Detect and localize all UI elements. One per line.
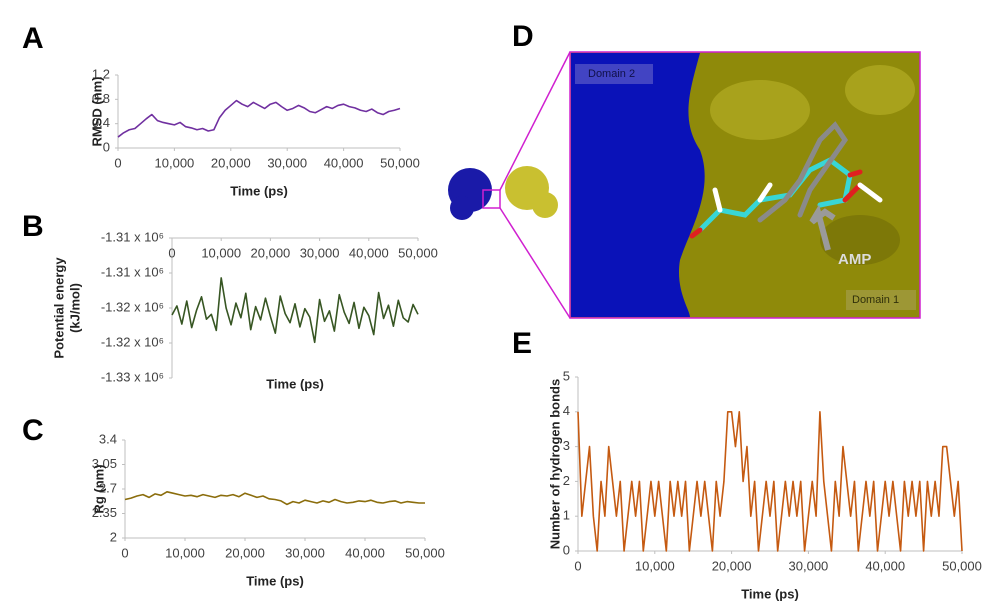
panel-label: C [22,414,44,447]
panel-label: A [22,22,44,55]
y-tick-label: 2.35 [92,505,117,520]
y-tick-label: 1 [563,508,570,523]
x-tick-label: 0 [114,155,121,170]
label-box [846,290,916,310]
y-tick-label: 4 [563,403,570,418]
x-tick-label: 50,000 [380,155,420,170]
y-axis-label: Rg (nm) [91,464,106,513]
ligand-sticks [689,121,883,239]
y-tick-label: -1.31 x 10⁶ [101,229,164,244]
x-axis-label: Time (ps) [266,376,324,391]
x-tick-label: 0 [121,545,128,560]
y-tick-label: -1.33 x 10⁶ [101,369,164,384]
zoom-line [499,51,571,191]
surface-highlight [845,65,915,115]
panel-label: B [22,210,44,243]
x-tick-label: 10,000 [155,155,195,170]
domain-1-small [532,192,558,218]
panel-label: D [512,20,534,53]
x-tick-label: 20,000 [712,558,752,573]
x-axis-label: Time (ps) [246,573,304,588]
data-line [124,491,425,506]
y-tick-label: 2 [110,529,117,544]
x-tick-label: 10,000 [165,545,205,560]
x-tick-label: 30,000 [285,545,325,560]
y-axis-label: (kJ/mol) [67,283,82,333]
x-tick-label: 40,000 [865,558,905,573]
domain-2-surface [571,53,705,317]
surface-shadow [820,215,900,265]
x-tick-label: 40,000 [324,155,364,170]
x-axis-label: Time (ps) [741,586,799,601]
x-tick-label: 50,000 [405,545,445,560]
x-axis-label: Time (ps) [230,183,288,198]
y-tick-label: -1.32 x 10⁶ [101,334,164,349]
domain-1-label: Domain 1 [852,294,899,306]
x-tick-label: 10,000 [635,558,675,573]
x-tick-label: 30,000 [789,558,829,573]
y-tick-label: -1.32 x 10⁶ [101,299,164,314]
label-box [575,64,653,84]
surface-highlight [710,80,810,140]
y-tick-label: 2 [563,473,570,488]
structure-illustration: Domain 2 AMP Domain 1 [448,51,921,319]
y-tick-label: 0 [103,139,110,154]
x-tick-label: 40,000 [345,545,385,560]
panel-label: E [512,327,532,360]
x-tick-label: 50,000 [398,245,438,260]
zoom-line [499,207,571,319]
data-line [171,277,419,344]
x-tick-label: 10,000 [201,245,241,260]
y-tick-label: 1.2 [92,66,110,81]
y-axis-label: RMSD (nm) [89,76,104,146]
amp-label: AMP [838,251,871,268]
y-tick-label: 2.7 [99,480,117,495]
y-axis-label: Number of hydrogen bonds [547,379,562,549]
y-tick-label: 0.8 [92,91,110,106]
y-tick-label: 5 [563,368,570,383]
y-tick-label: 3.05 [92,456,117,471]
zoom-box [482,189,501,209]
x-tick-label: 20,000 [211,155,251,170]
x-tick-label: 30,000 [300,245,340,260]
y-tick-label: -1.31 x 10⁶ [101,264,164,279]
y-tick-label: 3.4 [99,431,117,446]
y-tick-label: 0 [563,542,570,557]
x-tick-label: 0 [168,245,175,260]
x-tick-label: 20,000 [225,545,265,560]
data-line [577,411,963,552]
amp-arrow [809,204,836,251]
x-tick-label: 0 [574,558,581,573]
y-tick-label: 0.4 [92,115,110,130]
y-axis-label: Potential energy [51,257,66,359]
x-tick-label: 50,000 [942,558,982,573]
data-line [117,99,401,138]
y-tick-label: 3 [563,438,570,453]
domain-2-small [450,196,474,220]
x-tick-label: 40,000 [349,245,389,260]
x-tick-label: 30,000 [267,155,307,170]
x-tick-label: 20,000 [251,245,291,260]
domain-2-label: Domain 2 [588,68,635,80]
